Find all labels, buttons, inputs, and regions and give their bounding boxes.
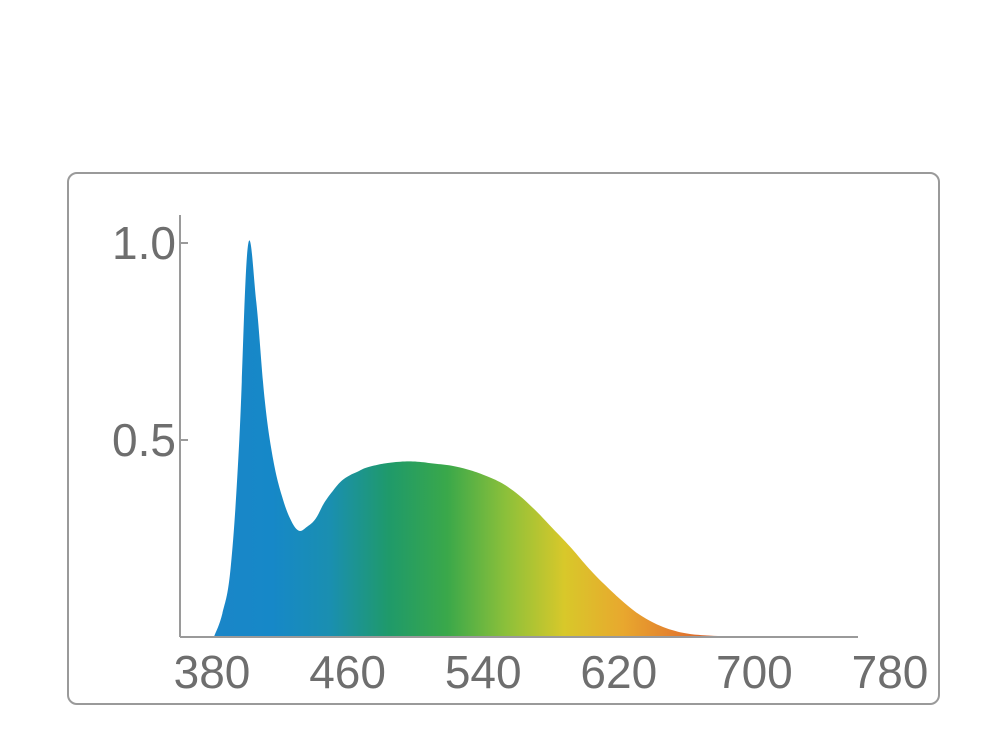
x-tick-label: 620 <box>580 646 657 698</box>
y-tick-label: 0.5 <box>112 414 176 466</box>
x-axis-ticks: 380 460 540 620 700 780 <box>174 646 929 698</box>
y-axis-ticks: 0.5 1.0 <box>112 217 188 466</box>
y-tick-label: 1.0 <box>112 217 176 269</box>
x-tick-label: 700 <box>716 646 793 698</box>
x-tick-label: 780 <box>852 646 929 698</box>
x-tick-label: 540 <box>445 646 522 698</box>
x-tick-label: 460 <box>309 646 386 698</box>
x-tick-label: 380 <box>174 646 251 698</box>
spectrum-area <box>213 240 740 637</box>
